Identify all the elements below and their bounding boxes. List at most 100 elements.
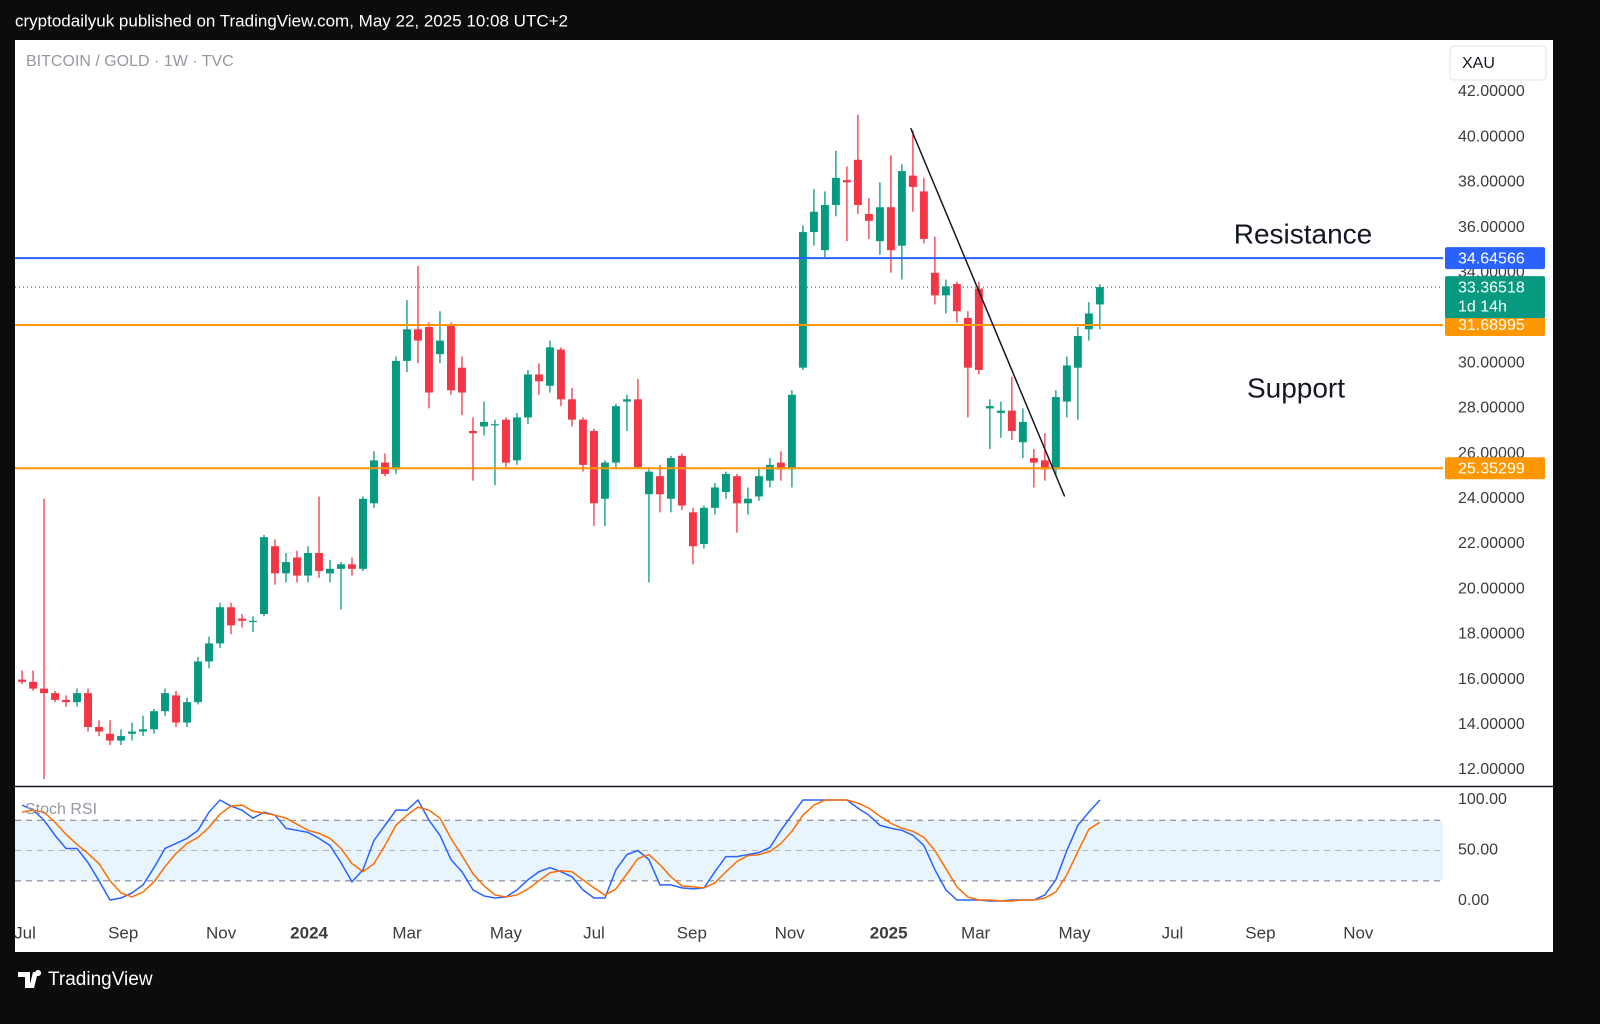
candle-body bbox=[62, 699, 70, 703]
stoch-panel: 0.00 50.00 100.00 Stoch RSI bbox=[15, 791, 1507, 909]
currency-box bbox=[1449, 45, 1547, 81]
indicator-title: Stoch RSI bbox=[25, 801, 97, 818]
y-tick-label: 28.00000 bbox=[1458, 400, 1525, 417]
candle-body bbox=[128, 731, 136, 734]
main-panel: 12.00000 14.00000 16.00000 18.00000 20.00000… bbox=[14, 45, 1547, 942]
candle-body bbox=[710, 487, 719, 508]
x-tick-label: May bbox=[1058, 923, 1091, 942]
currency-label: XAU bbox=[1462, 55, 1495, 72]
y-tick-label: 18.00000 bbox=[1458, 626, 1525, 643]
candle-body bbox=[952, 284, 961, 312]
candle-body bbox=[304, 553, 312, 576]
candle-body bbox=[666, 458, 675, 499]
candle-body bbox=[831, 177, 840, 205]
stoch-line bbox=[21, 799, 1101, 902]
candle-body bbox=[1007, 410, 1016, 431]
level-price-tag bbox=[1445, 457, 1545, 480]
candle-body bbox=[853, 159, 862, 205]
candle-body bbox=[238, 618, 246, 621]
logo-mark bbox=[18, 970, 42, 988]
candle-body bbox=[864, 214, 873, 221]
candle-body bbox=[776, 462, 785, 470]
y-tick-label: 24.00000 bbox=[1458, 490, 1525, 507]
x-tick-label: Nov bbox=[775, 923, 806, 942]
candle-body bbox=[743, 498, 752, 504]
candle-body bbox=[282, 562, 290, 574]
y-tick-label: 22.00000 bbox=[1458, 535, 1525, 552]
candle-body bbox=[480, 421, 488, 427]
candle-body bbox=[545, 347, 554, 386]
candle-body bbox=[359, 498, 367, 569]
x-tick-label: Nov bbox=[206, 923, 237, 942]
candle-body bbox=[337, 564, 345, 569]
candle-body bbox=[95, 727, 103, 732]
candle-body bbox=[172, 695, 180, 723]
candle-body bbox=[1040, 460, 1049, 470]
candle-body bbox=[1073, 336, 1082, 368]
candle-body bbox=[84, 693, 92, 728]
candle-body bbox=[469, 430, 477, 434]
candle-body bbox=[655, 476, 664, 495]
candle-body bbox=[556, 349, 565, 400]
candle-body bbox=[491, 424, 499, 426]
candle-body bbox=[600, 462, 609, 499]
candle-body bbox=[963, 317, 972, 368]
stoch-line bbox=[21, 798, 1101, 902]
candle-body bbox=[29, 681, 37, 689]
candle-body bbox=[293, 557, 301, 576]
candle-body bbox=[1062, 365, 1071, 402]
candle-body bbox=[150, 711, 158, 730]
candle-body bbox=[194, 661, 202, 703]
candle-body bbox=[611, 406, 620, 463]
x-tick-label: Jul bbox=[583, 923, 605, 942]
candle-body bbox=[875, 207, 884, 242]
y-tick-label: 36.00000 bbox=[1458, 219, 1525, 236]
publisher-line: cryptodailyuk published on TradingView.c… bbox=[15, 11, 568, 30]
candle-body bbox=[512, 417, 521, 461]
candle-body bbox=[260, 537, 268, 615]
candle-body bbox=[996, 410, 1005, 413]
candle-body bbox=[985, 406, 994, 409]
trendline bbox=[909, 127, 1066, 497]
symbol-title: BITCOIN / GOLD · 1W · TVC bbox=[26, 53, 234, 70]
candle-body bbox=[941, 286, 950, 296]
candle-body bbox=[249, 620, 257, 622]
candle-body bbox=[1095, 287, 1104, 305]
candle-body bbox=[820, 204, 829, 251]
level-price-tag bbox=[1445, 247, 1545, 270]
candle-body bbox=[183, 702, 191, 723]
x-tick-label: Jul bbox=[14, 923, 36, 942]
candle-body bbox=[40, 688, 48, 694]
x-tick-label: Jul bbox=[1162, 923, 1184, 942]
candle-body bbox=[403, 329, 411, 361]
last-price-label: 33.36518 bbox=[1458, 279, 1525, 296]
y-tick-label: 12.00000 bbox=[1458, 761, 1525, 778]
y-tick-label: 14.00000 bbox=[1458, 716, 1525, 733]
candle-body bbox=[534, 374, 543, 382]
y-tick-label: 38.00000 bbox=[1458, 174, 1525, 191]
candle-body bbox=[216, 607, 224, 644]
candle-body bbox=[414, 329, 422, 341]
x-tick-label: May bbox=[490, 923, 523, 942]
y-tick-label: 42.00000 bbox=[1458, 83, 1525, 100]
plot bbox=[15, 798, 1443, 902]
candle-body bbox=[732, 476, 741, 504]
level-price-tag bbox=[1445, 313, 1545, 336]
annotation: Resistance bbox=[1234, 218, 1373, 249]
candle-body bbox=[699, 507, 708, 544]
candle-body bbox=[644, 471, 653, 495]
candle-body bbox=[523, 374, 532, 418]
candle-body bbox=[73, 693, 81, 703]
candle-body bbox=[622, 399, 631, 402]
y-tick-label: 20.00000 bbox=[1458, 580, 1525, 597]
level-price-label: 34.64566 bbox=[1458, 250, 1525, 267]
brand-name: TradingView bbox=[48, 969, 153, 990]
candle-body bbox=[161, 693, 169, 712]
x-tick-label: Nov bbox=[1343, 923, 1374, 942]
candle-body bbox=[139, 729, 147, 732]
annotation: Support bbox=[1247, 372, 1345, 403]
x-tick-label: Sep bbox=[108, 923, 138, 942]
candle-body bbox=[721, 473, 730, 492]
candle-body bbox=[677, 455, 686, 506]
